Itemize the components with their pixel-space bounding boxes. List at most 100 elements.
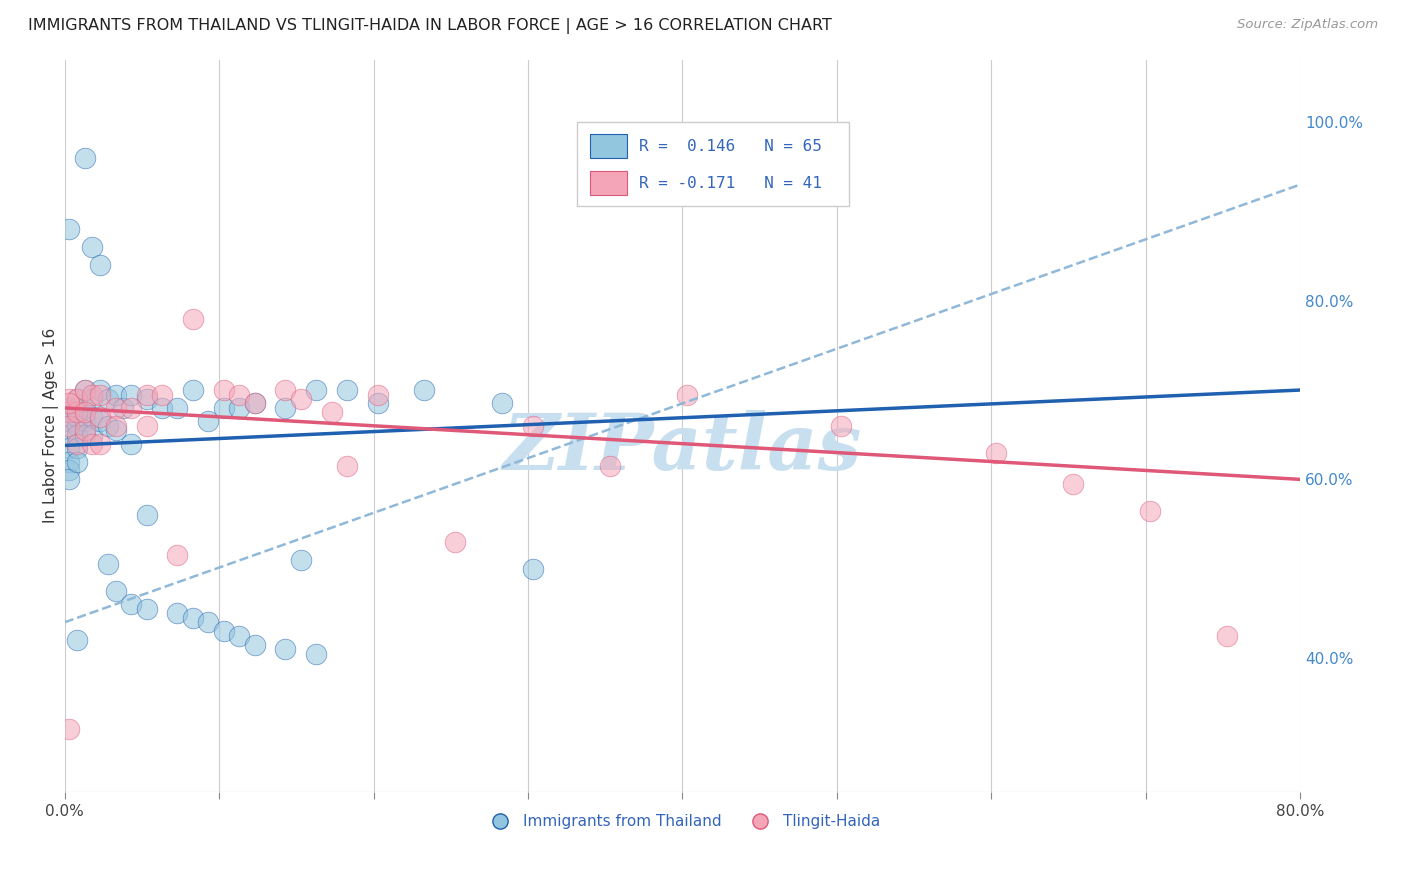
Point <box>89 387 111 401</box>
Point <box>197 414 219 428</box>
Point <box>89 436 111 450</box>
Point <box>290 553 312 567</box>
Point <box>66 392 89 406</box>
Point <box>321 405 343 419</box>
Point <box>491 396 513 410</box>
Point <box>89 409 111 424</box>
Point <box>228 387 250 401</box>
Point <box>135 392 157 406</box>
Point <box>104 387 127 401</box>
Point <box>82 387 104 401</box>
Point <box>212 401 235 415</box>
Point <box>58 401 80 415</box>
Point <box>120 401 142 415</box>
Point <box>82 392 104 406</box>
Point <box>274 383 297 397</box>
Point <box>58 405 80 419</box>
Point <box>166 549 188 563</box>
Point <box>73 414 96 428</box>
Point <box>58 392 80 406</box>
Point <box>58 427 80 442</box>
Point <box>89 258 111 272</box>
Point <box>197 615 219 630</box>
Point <box>82 427 104 442</box>
Point <box>135 387 157 401</box>
Point <box>97 418 120 433</box>
Point <box>150 387 173 401</box>
Y-axis label: In Labor Force | Age > 16: In Labor Force | Age > 16 <box>44 328 59 524</box>
Point <box>212 383 235 397</box>
Point <box>212 624 235 639</box>
Point <box>1062 476 1084 491</box>
Point <box>135 508 157 522</box>
Point <box>82 409 104 424</box>
Point <box>228 629 250 643</box>
Point <box>58 222 80 236</box>
Point <box>58 405 80 419</box>
Point <box>66 392 89 406</box>
Point <box>413 383 436 397</box>
Point <box>82 436 104 450</box>
Point <box>367 387 389 401</box>
Point <box>82 240 104 254</box>
Point <box>58 414 80 428</box>
Point <box>104 401 127 415</box>
Text: R = -0.171   N = 41: R = -0.171 N = 41 <box>640 176 823 191</box>
Point <box>89 414 111 428</box>
Point <box>290 392 312 406</box>
Point <box>58 723 80 737</box>
Point <box>243 396 266 410</box>
Legend: Immigrants from Thailand, Tlingit-Haida: Immigrants from Thailand, Tlingit-Haida <box>478 808 886 836</box>
Point <box>135 418 157 433</box>
Point <box>66 401 89 415</box>
Point <box>58 441 80 455</box>
Point <box>89 383 111 397</box>
Point <box>58 454 80 468</box>
Point <box>58 418 80 433</box>
Point <box>104 423 127 437</box>
Text: R =  0.146   N = 65: R = 0.146 N = 65 <box>640 139 823 154</box>
Point <box>73 151 96 165</box>
Point <box>228 401 250 415</box>
Point <box>336 383 359 397</box>
Point <box>73 401 96 415</box>
Text: ZIPatlas: ZIPatlas <box>503 409 862 486</box>
Point <box>120 387 142 401</box>
Point <box>73 423 96 437</box>
Point <box>73 383 96 397</box>
Point <box>66 418 89 433</box>
Point <box>112 401 135 415</box>
Point <box>444 534 467 549</box>
Point <box>104 584 127 599</box>
Point <box>66 405 89 419</box>
FancyBboxPatch shape <box>578 122 849 206</box>
Point <box>166 607 188 621</box>
Point <box>1139 503 1161 517</box>
Point <box>1216 629 1239 643</box>
Text: Source: ZipAtlas.com: Source: ZipAtlas.com <box>1237 18 1378 31</box>
Point <box>305 647 328 661</box>
Point <box>97 392 120 406</box>
Point <box>522 562 544 576</box>
Point <box>97 558 120 572</box>
Point <box>120 436 142 450</box>
Point <box>58 396 80 410</box>
Point <box>66 454 89 468</box>
Point <box>243 396 266 410</box>
Point <box>66 409 89 424</box>
Point <box>58 472 80 486</box>
Point <box>66 633 89 648</box>
Point <box>58 463 80 477</box>
Point <box>73 383 96 397</box>
Point <box>274 642 297 657</box>
Point <box>181 611 204 625</box>
Point <box>336 458 359 473</box>
Point <box>522 418 544 433</box>
Point <box>166 401 188 415</box>
Point <box>830 418 852 433</box>
Point <box>367 396 389 410</box>
Point <box>66 427 89 442</box>
Point <box>274 401 297 415</box>
Point <box>676 387 699 401</box>
Point <box>150 401 173 415</box>
